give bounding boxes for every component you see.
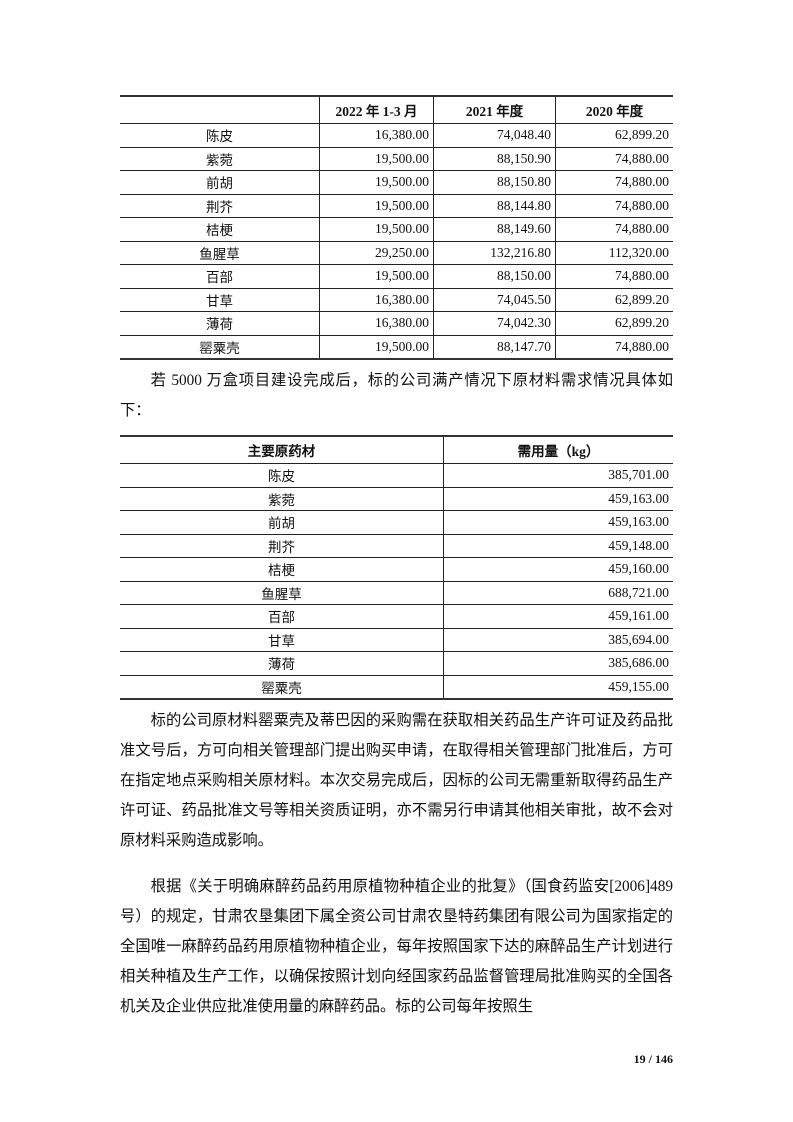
table-row: 薄荷 16,380.00 74,042.30 62,899.20 xyxy=(120,311,673,336)
material-name-cell: 罂粟壳 xyxy=(120,675,444,700)
value-cell: 74,880.00 xyxy=(555,170,673,195)
header-cell: 需用量（kg） xyxy=(443,435,673,464)
value-cell: 62,899.20 xyxy=(555,288,673,312)
material-name-cell: 百部 xyxy=(120,604,444,629)
paragraph: 根据《关于明确麻醉药品药用原植物种植企业的批复》（国食药监安[2006]489 … xyxy=(120,878,673,1015)
value-cell: 385,701.00 xyxy=(443,463,673,488)
value-cell: 459,163.00 xyxy=(443,510,673,535)
value-cell: 74,880.00 xyxy=(555,264,673,289)
value-cell: 88,147.70 xyxy=(433,335,556,360)
material-name-cell: 鱼腥草 xyxy=(120,581,444,605)
raw-material-demand-table: 主要原药材 需用量（kg） 陈皮 385,701.00 紫菀 459,163.00 前胡… xyxy=(120,435,673,700)
value-cell: 459,148.00 xyxy=(443,534,673,558)
value-cell: 132,216.80 xyxy=(433,241,556,265)
page-number: 19 / 146 xyxy=(633,1052,673,1066)
table-row: 桔梗 459,160.00 xyxy=(120,557,673,582)
value-cell: 19,500.00 xyxy=(319,217,434,242)
header-cell: 2020 年度 xyxy=(555,95,673,124)
material-name-cell: 前胡 xyxy=(120,510,444,535)
material-name-cell: 桔梗 xyxy=(120,217,320,242)
table-row: 荆芥 19,500.00 88,144.80 74,880.00 xyxy=(120,194,673,218)
paragraph: 若 5000 万盒项目建设完成后，标的公司满产情况下原材料需求情况具体如下： xyxy=(120,372,673,419)
table-row: 罂粟壳 459,155.00 xyxy=(120,675,673,700)
value-cell: 688,721.00 xyxy=(443,581,673,605)
material-name-cell: 甘草 xyxy=(120,288,320,312)
table-header-row: 2022 年 1-3 月 2021 年度 2020 年度 xyxy=(120,95,673,124)
value-cell: 19,500.00 xyxy=(319,170,434,195)
material-name-cell: 桔梗 xyxy=(120,557,444,582)
table-row: 薄荷 385,686.00 xyxy=(120,651,673,676)
table-row: 甘草 16,380.00 74,045.50 62,899.20 xyxy=(120,288,673,312)
header-cell: 2022 年 1-3 月 xyxy=(319,95,434,124)
value-cell: 74,045.50 xyxy=(433,288,556,312)
value-cell: 88,150.00 xyxy=(433,264,556,289)
header-cell: 2021 年度 xyxy=(433,95,556,124)
value-cell: 74,880.00 xyxy=(555,147,673,171)
table-row: 前胡 19,500.00 88,150.80 74,880.00 xyxy=(120,170,673,195)
header-cell: 主要原药材 xyxy=(120,435,444,464)
value-cell: 62,899.20 xyxy=(555,123,673,148)
value-cell: 88,149.60 xyxy=(433,217,556,242)
value-cell: 385,694.00 xyxy=(443,628,673,652)
table-row: 桔梗 19,500.00 88,149.60 74,880.00 xyxy=(120,217,673,242)
table-row: 荆芥 459,148.00 xyxy=(120,534,673,558)
value-cell: 385,686.00 xyxy=(443,651,673,676)
paragraph: 标的公司原材料罂粟壳及蒂巴因的采购需在获取相关药品生产许可证及药品批准文号后，方… xyxy=(120,712,673,849)
value-cell: 74,048.40 xyxy=(433,123,556,148)
table-row: 前胡 459,163.00 xyxy=(120,510,673,535)
table-row: 百部 459,161.00 xyxy=(120,604,673,629)
material-name-cell: 薄荷 xyxy=(120,311,320,336)
value-cell: 62,899.20 xyxy=(555,311,673,336)
table-row: 甘草 385,694.00 xyxy=(120,628,673,652)
material-name-cell: 陈皮 xyxy=(120,123,320,148)
material-name-cell: 紫菀 xyxy=(120,487,444,511)
value-cell: 19,500.00 xyxy=(319,335,434,360)
value-cell: 74,042.30 xyxy=(433,311,556,336)
material-name-cell: 薄荷 xyxy=(120,651,444,676)
value-cell: 459,161.00 xyxy=(443,604,673,629)
value-cell: 19,500.00 xyxy=(319,194,434,218)
table-row: 鱼腥草 688,721.00 xyxy=(120,581,673,605)
value-cell: 112,320.00 xyxy=(555,241,673,265)
table-row: 罂粟壳 19,500.00 88,147.70 74,880.00 xyxy=(120,335,673,360)
material-name-cell: 紫菀 xyxy=(120,147,320,171)
value-cell: 74,880.00 xyxy=(555,217,673,242)
material-name-cell: 鱼腥草 xyxy=(120,241,320,265)
value-cell: 459,160.00 xyxy=(443,557,673,582)
table-row: 鱼腥草 29,250.00 132,216.80 112,320.00 xyxy=(120,241,673,265)
material-name-cell: 百部 xyxy=(120,264,320,289)
table-row: 紫菀 19,500.00 88,150.90 74,880.00 xyxy=(120,147,673,171)
table-row: 陈皮 385,701.00 xyxy=(120,463,673,488)
material-name-cell: 荆芥 xyxy=(120,534,444,558)
table-row: 百部 19,500.00 88,150.00 74,880.00 xyxy=(120,264,673,289)
value-cell: 74,880.00 xyxy=(555,194,673,218)
value-cell: 88,150.80 xyxy=(433,170,556,195)
value-cell: 88,150.90 xyxy=(433,147,556,171)
raw-material-purchase-table: 2022 年 1-3 月 2021 年度 2020 年度 陈皮 16,380.00… xyxy=(120,95,673,360)
material-name-cell: 前胡 xyxy=(120,170,320,195)
value-cell: 19,500.00 xyxy=(319,264,434,289)
header-cell xyxy=(120,95,320,124)
value-cell: 459,155.00 xyxy=(443,675,673,700)
value-cell: 19,500.00 xyxy=(319,147,434,171)
value-cell: 459,163.00 xyxy=(443,487,673,511)
value-cell: 74,880.00 xyxy=(555,335,673,360)
material-name-cell: 罂粟壳 xyxy=(120,335,320,360)
table-row: 紫菀 459,163.00 xyxy=(120,487,673,511)
value-cell: 16,380.00 xyxy=(319,288,434,312)
table-row: 陈皮 16,380.00 74,048.40 62,899.20 xyxy=(120,123,673,148)
value-cell: 16,380.00 xyxy=(319,311,434,336)
material-name-cell: 甘草 xyxy=(120,628,444,652)
table-header-row: 主要原药材 需用量（kg） xyxy=(120,435,673,464)
value-cell: 16,380.00 xyxy=(319,123,434,148)
material-name-cell: 陈皮 xyxy=(120,463,444,488)
material-name-cell: 荆芥 xyxy=(120,194,320,218)
value-cell: 88,144.80 xyxy=(433,194,556,218)
value-cell: 29,250.00 xyxy=(319,241,434,265)
